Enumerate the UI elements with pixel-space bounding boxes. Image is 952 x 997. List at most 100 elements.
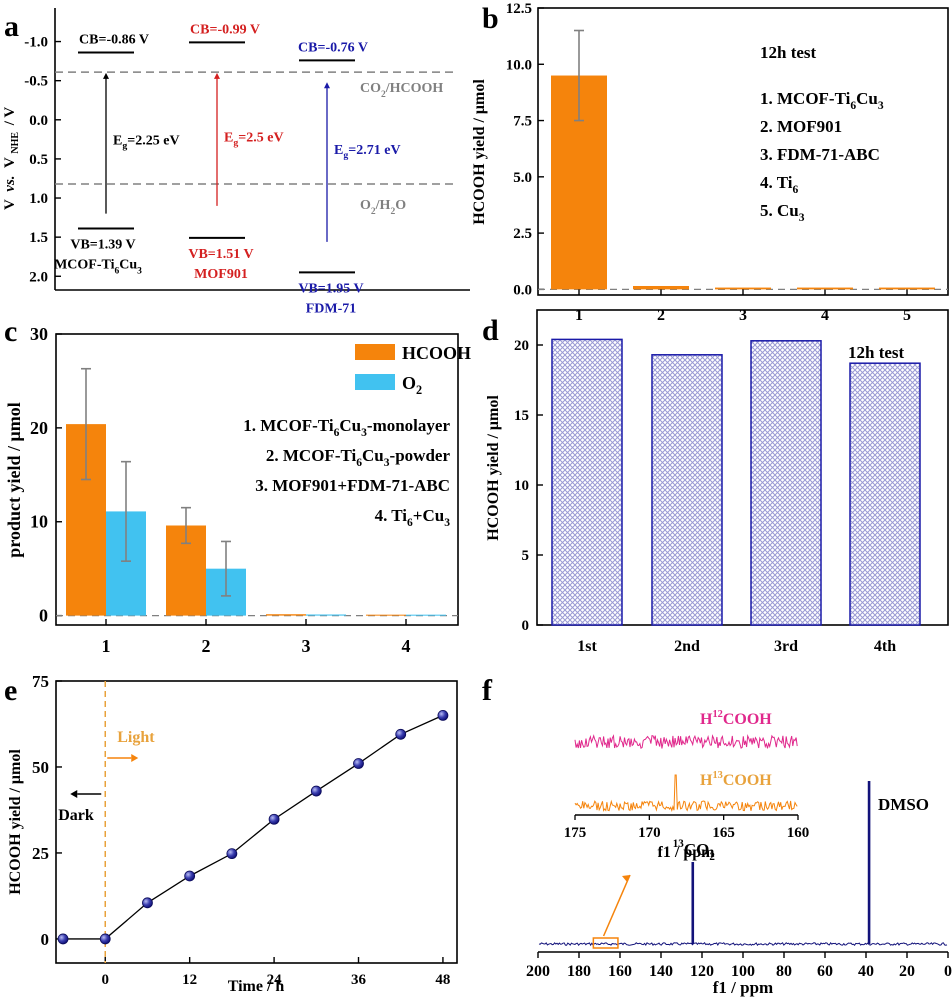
panel-label-a: a [4, 10, 19, 43]
a-material-name-pre: FDM-71 [306, 301, 357, 316]
b-legend-item-mid: Cu [856, 89, 878, 108]
a-eg-sub: g [233, 138, 238, 149]
d-ytick-label: 20 [514, 338, 529, 354]
a-gap-arrowhead [103, 72, 109, 79]
a-ref-pre: CO [360, 81, 381, 96]
a-material-name-pre: MCOF-Ti [54, 258, 115, 273]
a-ylabel: V vs. V NHE / V [2, 107, 22, 210]
b-legend-item: 3. FDM-71-ABC [760, 145, 880, 164]
a-eg-pre: E [113, 134, 122, 149]
f-h13-sup: 13 [712, 770, 722, 781]
b-legend-item-sub: 3 [799, 211, 805, 224]
c-xtick-group: 1 2 3 4 [102, 619, 411, 656]
e-frame [55, 680, 458, 964]
b-legend-item-pre: 5. Cu [760, 201, 799, 220]
f-inset-xlabel: f1 / ppm [658, 844, 716, 861]
f-xtick-label: 100 [731, 963, 755, 980]
a-ref-sub: 2 [371, 207, 376, 217]
a-material-name-sub2: 3 [137, 267, 142, 277]
e-xlabel: Time / h [228, 978, 285, 995]
f-zoom-arrow [602, 874, 631, 937]
b-legend-item: 5. Cu3 [760, 201, 805, 224]
a-vb-label: VB=1.51 V [188, 247, 253, 262]
b-ytick-label: 10.0 [506, 57, 532, 73]
panel-a: a -1.0-0.50.00.51.01.52.0 CO2/HCOOHO2/H2… [2, 8, 470, 316]
e-xtick-label: 36 [351, 972, 367, 988]
c-legend-item-mid: Cu [362, 446, 384, 465]
f-xtick-label: 200 [526, 963, 550, 980]
c-legend-item: 2. MCOF-Ti6Cu3-powder [266, 446, 451, 469]
a-ref-post: /HCOOH [385, 81, 444, 96]
a-eg-pre: E [334, 143, 343, 158]
b-ytick-label: 5.0 [513, 170, 532, 186]
panel-f: f 200 180 160 140 120 100 80 60 40 20 0 13CO2DMSO … [482, 674, 952, 997]
c-bar [366, 614, 406, 616]
a-material-name: MCOF-Ti6Cu3 [54, 258, 142, 277]
f-inset-xtick-label: 165 [712, 825, 735, 841]
a-vb-label: VB=1.95 V [298, 281, 363, 296]
b-bars [551, 29, 935, 290]
c-ytick-label: 0 [39, 606, 48, 626]
c-legend-item-mid: Cu [339, 416, 361, 435]
a-ytick-label: 0.0 [29, 113, 48, 129]
a-cb-label: CB=-0.76 V [298, 40, 368, 55]
e-dark-arrowhead [70, 790, 78, 798]
d-bar [551, 338, 623, 626]
e-data-point [226, 848, 238, 860]
a-eg-sub: g [343, 150, 348, 161]
c-legend-item: 4. Ti6+Cu3 [375, 506, 451, 529]
e-xtick-label: 48 [435, 972, 450, 988]
d-xtick-label: 1st [577, 638, 597, 655]
b-xtick-label: 2 [657, 307, 665, 324]
a-vb-label: VB=1.39 V [70, 238, 135, 253]
c-ytick-label: 20 [30, 418, 48, 438]
f-h12-post: COOH [723, 711, 772, 728]
c-xtick-label: 1 [102, 636, 111, 656]
e-data-point [395, 728, 407, 740]
panel-label-e: e [4, 674, 17, 707]
d-xtick-label: 2nd [674, 638, 700, 655]
c-xtick-label: 3 [302, 636, 311, 656]
e-data-point [437, 709, 449, 721]
f-zoom-box [592, 937, 619, 949]
f-inset-label-h12: H12COOH [700, 709, 772, 728]
d-bar [651, 354, 723, 626]
b-legend-item: 2. MOF901 [760, 117, 842, 136]
d-xtick-label: 4th [874, 638, 896, 655]
panel-label-b: b [482, 2, 499, 35]
c-bar [306, 614, 346, 616]
c-legend-swatch [355, 374, 395, 390]
panel-c: c 0 10 20 30 1 2 3 4 product yield / μmol HCOO… [4, 315, 471, 656]
panel-label-f: f [482, 674, 493, 707]
f-h13-pre: H [700, 772, 713, 789]
d-bar [750, 340, 822, 626]
e-data-point [268, 813, 280, 825]
c-legend-item-pre: 4. Ti [375, 506, 408, 525]
b-xtick-label: 4 [821, 307, 829, 324]
a-ytick-group: -1.0 -0.5 0.0 0.5 1.0 1.5 2.0 [24, 35, 61, 285]
b-xtick-label: 1 [575, 307, 583, 324]
c-legend-item-sub: 6 [356, 456, 362, 469]
c-legend-item-sub2: 3 [361, 426, 367, 439]
c-ytick-label: 30 [30, 324, 48, 344]
c-xtick-label: 2 [202, 636, 211, 656]
a-material-name-sub: 6 [114, 267, 119, 277]
b-legend-title: 12h test [760, 43, 817, 62]
a-eg-val: =2.71 eV [348, 143, 400, 158]
e-light-label: Light [117, 729, 155, 746]
f-xtick-label: 160 [608, 963, 632, 980]
a-gap-arrowhead [324, 82, 330, 89]
a-ytick-label: 1.5 [29, 230, 48, 246]
c-ylabel: product yield / μmol [4, 402, 24, 557]
a-ylabel-sub: NHE [10, 132, 21, 154]
a-ref-sub: 2 [381, 90, 386, 100]
f-xtick-group: 200 180 160 140 120 100 80 60 40 20 0 [526, 952, 952, 980]
f-zoom-arrowhead [622, 875, 630, 882]
c-legend-item: 1. MCOF-Ti6Cu3-monolayer [243, 416, 450, 439]
a-gap-arrowhead [214, 72, 220, 79]
b-xtick-group: 1 2 3 4 5 [575, 289, 911, 324]
